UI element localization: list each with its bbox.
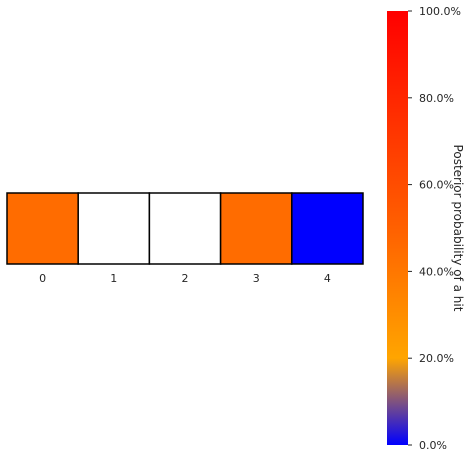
heatmap-cell-2 [148,192,222,265]
colorbar-tick-label: 20.0% [419,352,454,365]
colorbar-gradient [387,11,408,445]
x-tick-label: 3 [253,272,260,285]
heatmap-cell-4 [291,192,364,265]
x-tick-label: 1 [110,272,117,285]
x-tick-label: 2 [182,272,189,285]
colorbar-tick-label: 0.0% [419,439,447,452]
heatmap-cells [6,192,364,265]
x-tick-label: 0 [39,272,46,285]
heatmap-cell-3 [219,192,293,265]
colorbar-tick-label: 40.0% [419,265,454,278]
heatmap-cell-1 [77,192,151,265]
heatmap-cell-0 [6,192,79,265]
colorbar-ticks: 0.0% 20.0% 40.0% 60.0% 80.0% 100.0% [408,5,461,452]
x-axis-ticks: 0 1 2 3 4 [39,272,331,285]
colorbar-tick-label: 60.0% [419,179,454,192]
colorbar-label: Posterior probability of a hit [451,145,465,312]
colorbar [387,11,408,445]
colorbar-tick-label: 80.0% [419,92,454,105]
colorbar-tick-label: 100.0% [419,5,461,18]
x-tick-label: 4 [324,272,331,285]
